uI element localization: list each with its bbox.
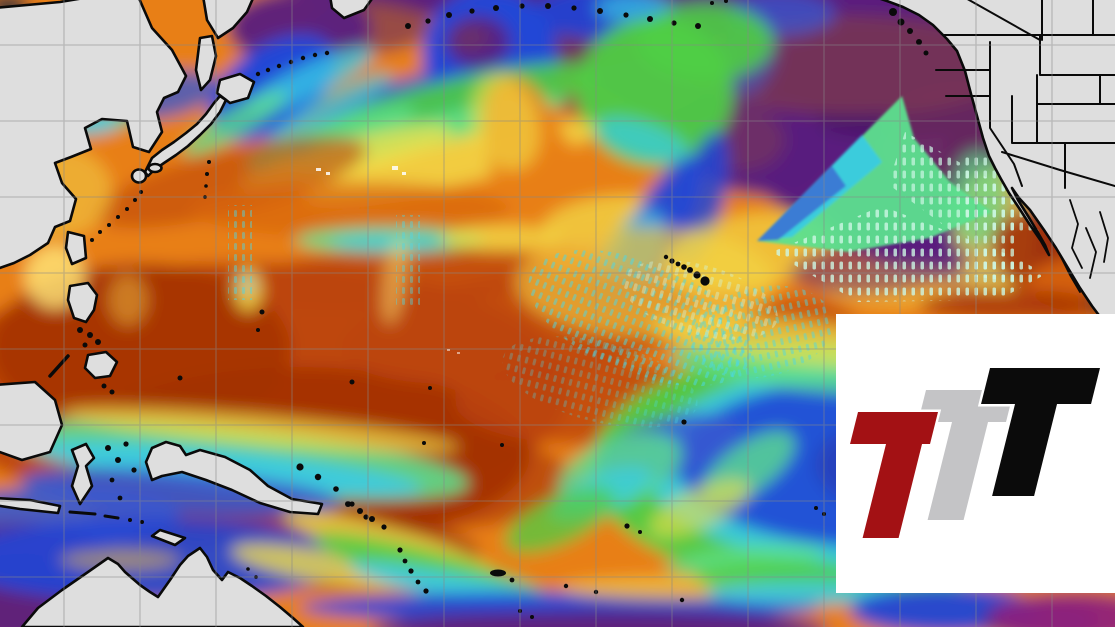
heat-blob (470, 73, 540, 171)
mexico-interior-borders (1059, 199, 1109, 293)
heat-blob (504, 486, 616, 554)
heat-blob (440, 225, 560, 251)
island-dots (77, 0, 929, 619)
logo-t-black (977, 365, 1104, 499)
land-luzon (66, 281, 99, 324)
land-shikoku (147, 162, 163, 174)
land-java (0, 497, 62, 515)
land-palawan (48, 354, 70, 378)
heat-blob (330, 234, 450, 250)
land-timor (150, 528, 187, 547)
heat-blob (108, 274, 148, 326)
heat-blob (267, 72, 393, 144)
wave-train (396, 215, 420, 305)
heat-blob (990, 592, 1115, 627)
logo-watermark (836, 314, 1115, 593)
land-kyushu (130, 168, 148, 184)
us-state-borders (935, 0, 1115, 189)
land-borneo (0, 380, 64, 462)
heat-blob (182, 90, 288, 156)
land-lesser-sunda (68, 510, 120, 520)
swell-fin-edge (757, 166, 846, 241)
land-taiwan (64, 230, 88, 266)
land-honshu-arc (143, 94, 228, 178)
land-asia-mainland (0, 0, 188, 270)
land-kamchatka (202, 0, 254, 40)
heat-blob (637, 4, 773, 80)
heat-blob (596, 117, 688, 163)
land-north-america (879, 0, 1115, 332)
wave-train (228, 205, 252, 300)
land-new-guinea (144, 440, 324, 516)
wave-train (622, 260, 778, 340)
land-australia (20, 546, 305, 627)
land-siberia-ne-tip (329, 0, 373, 20)
heat-blob (649, 478, 751, 538)
heat-blob (60, 407, 460, 453)
heat-blob (372, 610, 828, 627)
swell-wave-trains (228, 132, 1046, 428)
heat-blob (60, 550, 180, 570)
wave-train (772, 206, 1046, 302)
logo-t-red (846, 409, 942, 541)
noise-marks (316, 166, 460, 354)
heat-blob (231, 543, 409, 589)
heat-blob (450, 24, 490, 52)
heat-blob (190, 182, 510, 238)
heat-blob (93, 136, 367, 228)
land-hokkaido (215, 72, 256, 105)
land-mindanao (83, 350, 119, 380)
wave-train (502, 336, 698, 428)
land-sakhalin (194, 34, 218, 92)
land-sulawesi (70, 442, 96, 506)
